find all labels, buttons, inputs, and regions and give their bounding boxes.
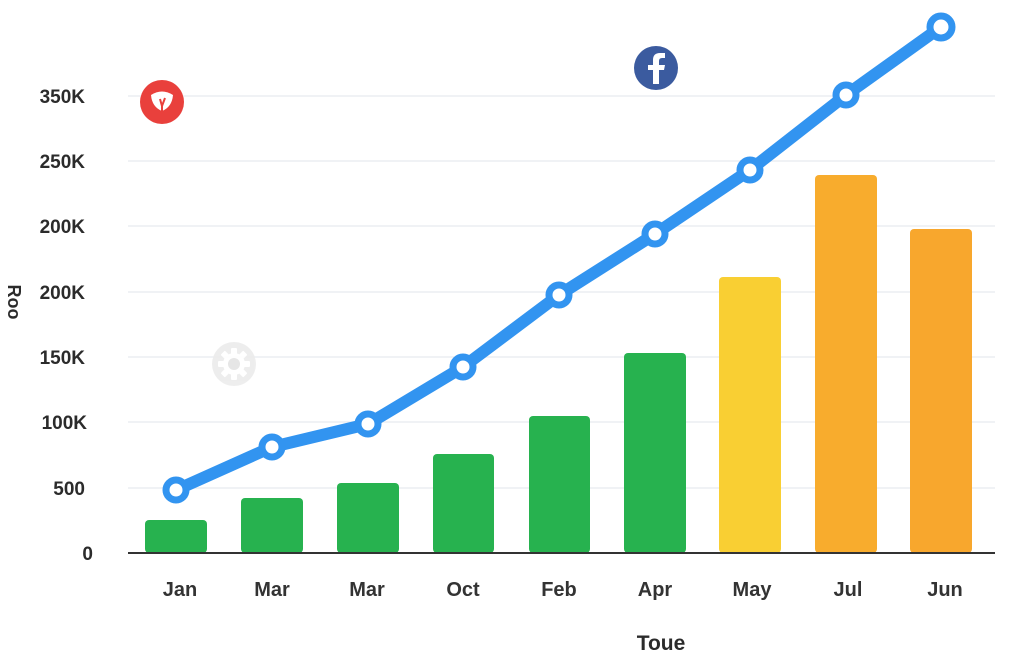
y-tick: 250K	[40, 152, 86, 173]
x-tick: Oct	[446, 579, 480, 601]
bar-apr	[624, 353, 686, 553]
bar-jul	[815, 175, 877, 553]
y-tick: 150K	[40, 348, 86, 369]
bar-oct	[433, 454, 494, 553]
y-tick: 350K	[40, 87, 86, 108]
y-axis-title: Roo	[4, 285, 24, 320]
gear-icon	[212, 342, 256, 386]
y-tick: 200K	[40, 217, 86, 238]
y-tick: 500	[53, 479, 85, 500]
x-tick: May	[733, 579, 773, 601]
x-tick: Jun	[927, 579, 963, 601]
line-point	[162, 476, 190, 504]
line-point	[736, 156, 764, 184]
x-tick: Jul	[834, 579, 863, 601]
y-axis-ticks: 350K 250K 200K 200K 150K 100K 500 0	[40, 87, 93, 565]
bar-may	[719, 277, 781, 553]
x-tick: Feb	[541, 579, 577, 601]
y-tick: 200K	[40, 283, 86, 304]
bars	[145, 175, 972, 553]
bar-mar	[241, 498, 303, 553]
x-tick: Mar	[349, 579, 385, 601]
bar-jan	[145, 520, 207, 553]
bar-mar-2	[337, 483, 399, 553]
y-tick: 100K	[42, 413, 88, 434]
red-circle-logo-icon	[140, 80, 184, 124]
x-tick: Mar	[254, 579, 290, 601]
x-axis-ticks: Jan Mar Mar Oct Feb Apr May Jul Jun	[163, 579, 963, 601]
line-point	[641, 220, 669, 248]
x-axis-title: Toue	[637, 632, 686, 655]
x-tick: Apr	[638, 579, 673, 601]
line-point	[545, 281, 573, 309]
y-tick: 0	[82, 544, 93, 565]
line-point	[258, 433, 286, 461]
facebook-icon	[634, 46, 678, 90]
line-point	[354, 410, 382, 438]
bar-jun	[910, 229, 972, 553]
x-tick: Jan	[163, 579, 197, 601]
line-point	[832, 81, 860, 109]
line-series	[162, 12, 956, 504]
line-point	[926, 12, 956, 42]
bar-feb	[529, 416, 590, 553]
line-point	[449, 353, 477, 381]
